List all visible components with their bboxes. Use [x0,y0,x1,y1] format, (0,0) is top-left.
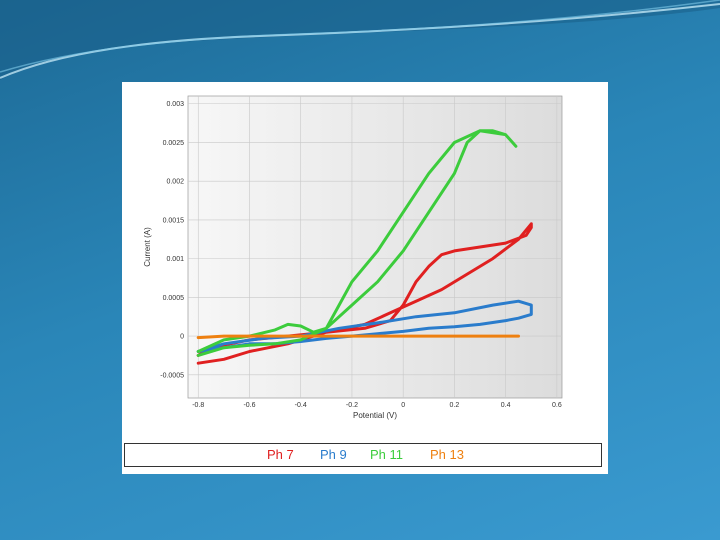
x-axis-title: Potential (V) [353,411,397,420]
y-tick-label: 0.002 [166,179,184,186]
y-axis-title: Current (A) [143,227,152,267]
legend-entry-ph11: Ph 11 [370,447,404,462]
legend-entry-ph9: Ph 9 [320,447,347,462]
legend: Ph 7 Ph 9 Ph 11 Ph 13 [124,443,602,467]
x-tick-label: -0.8 [192,402,204,409]
x-tick-label: 0.6 [552,402,562,409]
x-tick-label: 0.2 [450,402,460,409]
series-line-ph13 [196,334,520,340]
top-swoosh-decoration [0,0,720,80]
legend-entry-ph13: Ph 13 [430,447,464,462]
chart-image: -0.8 -0.6 -0.4 -0.2 0 0.2 0.4 0.6 -0.0005 0 0.0005… [122,82,608,474]
x-tick-label: -0.2 [346,402,358,409]
x-tick-label: -0.4 [295,402,307,409]
y-tick-label: 0.0025 [163,140,185,147]
y-tick-label: 0.0005 [163,295,185,302]
series-line-ph11 [196,129,518,357]
y-tick-label: 0.001 [166,256,184,263]
series-line-ph9 [196,299,533,353]
y-tick-label: 0.003 [166,101,184,108]
x-tick-label: 0.4 [501,402,511,409]
y-tick-label: -0.0005 [160,372,184,379]
plot-area-background [187,95,563,399]
chart-plot: -0.8 -0.6 -0.4 -0.2 0 0.2 0.4 0.6 -0.0005 0 0.0005… [143,95,563,420]
y-tick-label: 0 [180,334,184,341]
legend-entry-ph7: Ph 7 [267,447,294,462]
x-tick-label: -0.6 [243,402,255,409]
x-tick-label: 0 [401,402,405,409]
y-tick-label: 0.0015 [163,217,185,224]
